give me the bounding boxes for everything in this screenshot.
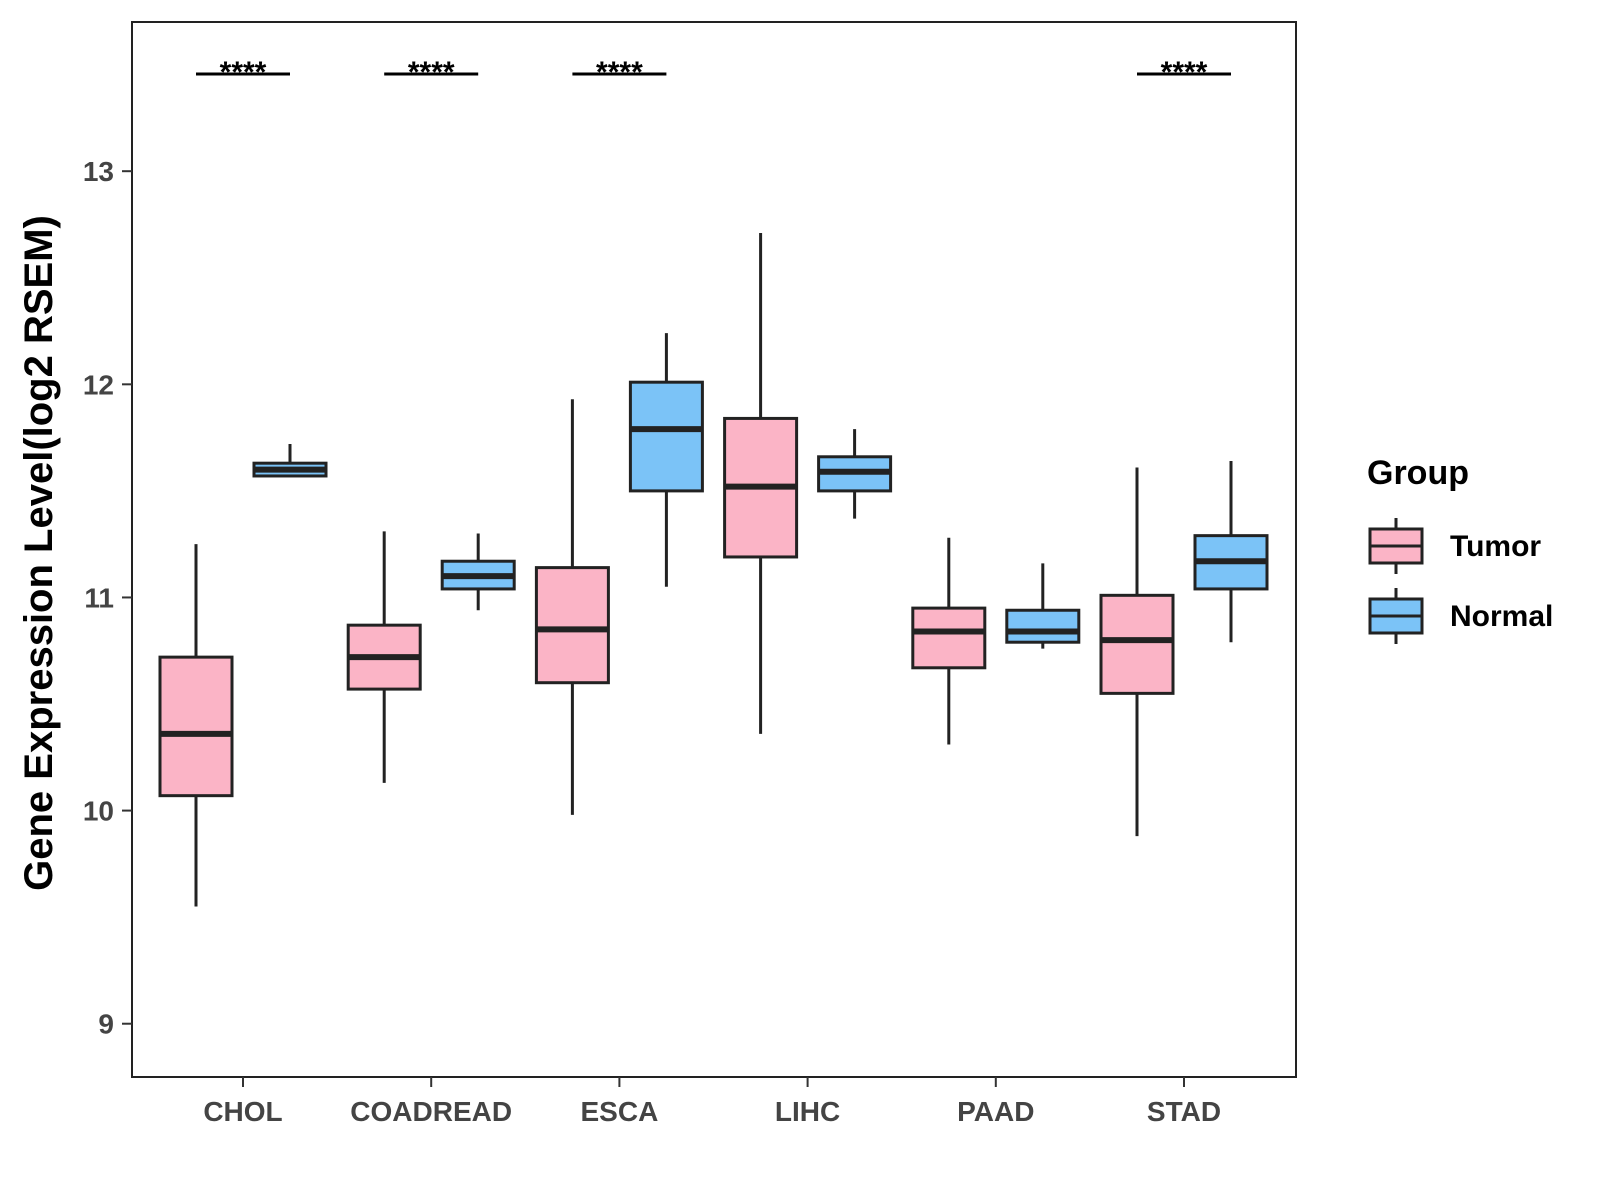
y-tick-label: 13 — [83, 156, 114, 187]
box-normal-coadread — [440, 533, 516, 611]
significance-label: **** — [1161, 56, 1208, 89]
y-tick-label: 10 — [83, 796, 114, 827]
significance-coadread: **** — [384, 56, 479, 89]
box-tumor-stad — [1099, 467, 1175, 837]
y-tick-label: 12 — [83, 369, 114, 400]
legend-title: Group — [1367, 454, 1469, 492]
x-axis: CHOL COADREAD ESCA LIHC PAAD STAD — [203, 1077, 1221, 1127]
box-normal-chol — [252, 444, 328, 478]
iqr-box — [1099, 593, 1175, 695]
legend-label: Tumor — [1450, 530, 1541, 563]
box-normal-stad — [1193, 461, 1269, 643]
significance-label: **** — [596, 56, 643, 89]
iqr-box — [158, 655, 234, 798]
box-tumor-coadread — [346, 531, 422, 783]
y-axis: 9 10 11 12 13 — [83, 156, 132, 1040]
significance-stad: **** — [1137, 56, 1231, 89]
box-normal-paad — [1005, 563, 1081, 649]
y-tick-label: 9 — [98, 1009, 114, 1040]
x-tick-label-lihc: LIHC — [775, 1096, 840, 1127]
iqr-box — [534, 566, 610, 685]
box-tumor-lihc — [723, 233, 799, 734]
box-layer — [158, 233, 1269, 907]
legend-label: Normal — [1450, 600, 1553, 633]
significance-label: **** — [220, 56, 267, 89]
iqr-box — [911, 606, 987, 670]
box-normal-esca — [628, 333, 704, 587]
x-tick-label-coadread: COADREAD — [350, 1096, 512, 1127]
legend-entry-normal: Normal — [1368, 588, 1553, 644]
y-tick-label: 11 — [84, 582, 114, 613]
significance-esca: **** — [572, 56, 667, 89]
legend-entry-tumor: Tumor — [1368, 518, 1541, 574]
x-tick-label-paad: PAAD — [957, 1096, 1034, 1127]
significance-chol: **** — [196, 56, 290, 89]
box-normal-lihc — [817, 429, 893, 519]
iqr-box — [628, 380, 704, 493]
box-tumor-chol — [158, 544, 234, 907]
x-tick-label-chol: CHOL — [203, 1096, 282, 1127]
plot-border — [131, 21, 1297, 1078]
plot-panel — [131, 21, 1297, 1078]
legend: Group Tumor Normal — [1367, 454, 1553, 644]
y-axis-title: Gene Expression Level(log2 RSEM) — [17, 215, 61, 891]
box-tumor-paad — [911, 537, 987, 745]
iqr-box — [1005, 608, 1081, 644]
x-tick-label-esca: ESCA — [581, 1096, 659, 1127]
significance-label: **** — [408, 56, 455, 89]
box-tumor-esca — [534, 399, 610, 815]
significance-layer: **** **** **** **** — [196, 56, 1231, 89]
x-tick-label-stad: STAD — [1147, 1096, 1221, 1127]
